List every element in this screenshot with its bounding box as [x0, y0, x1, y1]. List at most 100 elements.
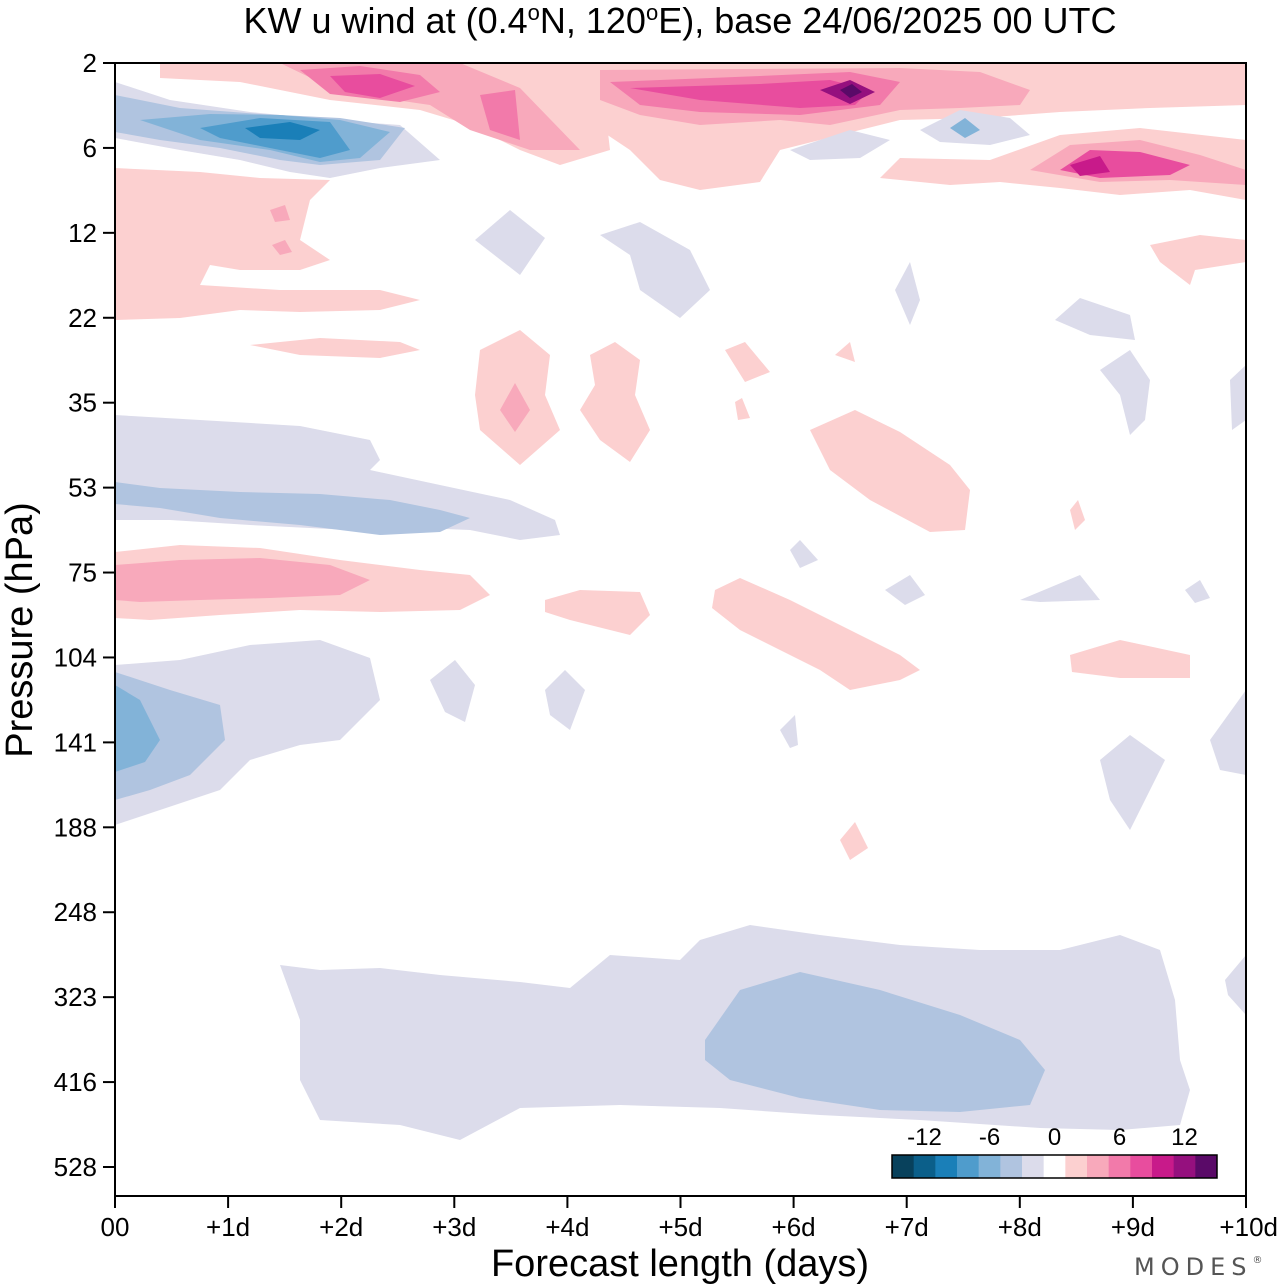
contour-neg-blob-8 [1100, 350, 1150, 435]
contour-neg-blob-10 [475, 210, 545, 275]
colorbar-swatch [1108, 1155, 1131, 1178]
title-degree-2: o [646, 0, 658, 25]
contour-pos-blob-188 [840, 822, 868, 860]
colorbar-swatch [1130, 1155, 1153, 1178]
contour-neg-blob-6 [1225, 955, 1246, 1015]
contour-pos-mid-3b [835, 342, 855, 362]
contour-pos-left-3 [272, 240, 292, 255]
x-tick-label: +3d [432, 1212, 476, 1242]
contour-neg-top-right-2 [950, 118, 980, 138]
y-tick-label: 35 [68, 388, 97, 418]
y-tick-label: 188 [54, 812, 97, 842]
contour-pos-75-2 [115, 558, 370, 602]
colorbar-swatch [1043, 1155, 1066, 1178]
x-tick-label: +4d [545, 1212, 589, 1242]
title-degree-1: o [528, 0, 540, 25]
colorbar-swatch [1087, 1155, 1110, 1178]
y-tick-label: 75 [68, 558, 97, 588]
contour-pos-mid-3c [735, 398, 750, 420]
colorbar-swatch [1152, 1155, 1175, 1178]
y-tick-label: 248 [54, 897, 97, 927]
y-tick-label: 104 [54, 642, 97, 672]
y-tick-label: 2 [83, 48, 97, 78]
contour-pos-mid-8 [1070, 640, 1190, 678]
colorbar-swatch [957, 1155, 980, 1178]
y-tick-label: 22 [68, 303, 97, 333]
contour-neg-blob-3 [780, 715, 798, 748]
contour-pos-upper-4 [330, 74, 415, 98]
contour-pos-mid-4 [810, 410, 970, 532]
contour-pos-mid-7 [712, 578, 920, 690]
contour-neg-low-left-1 [115, 640, 380, 825]
colorbar-tick-label: -6 [979, 1124, 1000, 1151]
colorbar-swatch [1065, 1155, 1088, 1178]
contour-neg-blob-11 [600, 222, 710, 318]
contour-neg-blob-4 [1100, 735, 1165, 830]
colorbar-swatch [1022, 1155, 1045, 1178]
title-suffix: E), base 24/06/2025 00 UTC [658, 0, 1116, 41]
colorbar: -12 -6 0 6 12 [891, 1124, 1218, 1179]
x-tick-label: +9d [1111, 1212, 1155, 1242]
chart-title: KW u wind at (0.4oN, 120oE), base 24/06/… [244, 0, 1117, 41]
contour-pos-mid-5 [1070, 500, 1085, 530]
x-tick-label: +6d [772, 1212, 816, 1242]
x-axis: 00 +1d +2d +3d +4d +5d +6d +7d +8d +9d +10d [101, 1196, 1278, 1242]
colorbar-swatch [935, 1155, 958, 1178]
x-tick-label: +10d [1219, 1212, 1278, 1242]
colorbar-swatch [1195, 1155, 1218, 1178]
contour-neg-small-4 [1185, 580, 1210, 603]
x-tick-label: 00 [101, 1212, 130, 1242]
contour-neg-low-left-2 [115, 672, 225, 800]
contour-neg-blob-5 [1210, 690, 1246, 775]
y-tick-label: 528 [54, 1152, 97, 1182]
y-tick-label: 12 [68, 218, 97, 248]
title-mid: N, 120 [540, 0, 646, 41]
y-axis-label: Pressure (hPa) [0, 502, 41, 758]
y-tick-label: 6 [83, 133, 97, 163]
y-axis: 2 6 12 22 35 53 75 104 141 188 248 323 416 528 [54, 48, 115, 1182]
y-tick-label: 141 [54, 727, 97, 757]
y-tick-label: 323 [54, 982, 97, 1012]
contour-pos-mid-3 [725, 342, 770, 382]
contour-field [115, 63, 1246, 1140]
brand-mark: ® [1252, 1255, 1268, 1266]
colorbar-swatch [892, 1155, 915, 1178]
contour-neg-upper-5 [245, 122, 320, 140]
colorbar-swatch [913, 1155, 936, 1178]
x-tick-label: +8d [998, 1212, 1042, 1242]
y-tick-label: 53 [68, 473, 97, 503]
contour-neg-blob-12 [895, 262, 920, 325]
contour-neg-mid-2 [115, 482, 470, 535]
colorbar-tick-label: 0 [1048, 1124, 1061, 1151]
colorbar-swatch [1173, 1155, 1196, 1178]
contour-pos-upper-9b [840, 84, 862, 98]
contour-neg-blob-1 [430, 660, 475, 722]
contour-pos-mid-1b [500, 383, 530, 432]
contour-neg-blob-9 [1230, 365, 1246, 430]
y-tick-label: 416 [54, 1067, 97, 1097]
contour-neg-blob-7 [1055, 298, 1135, 340]
title-prefix: KW u wind at (0.4 [244, 0, 528, 41]
colorbar-swatch [1000, 1155, 1023, 1178]
x-axis-label: Forecast length (days) [491, 1243, 869, 1285]
contour-pos-right-4 [1070, 156, 1110, 176]
colorbar-swatch [978, 1155, 1001, 1178]
contour-pos-28 [250, 338, 420, 358]
contour-neg-blob-2 [545, 670, 585, 730]
contour-pos-upper-3b [480, 90, 520, 140]
contour-neg-small-1 [790, 540, 818, 568]
contour-neg-small-3 [1020, 575, 1100, 602]
x-tick-label: +2d [319, 1212, 363, 1242]
contour-pos-blob-14hpa [1150, 235, 1246, 285]
colorbar-frame [891, 1154, 1218, 1179]
x-tick-label: +7d [885, 1212, 929, 1242]
contour-neg-trop-2 [705, 972, 1045, 1112]
contour-neg-low-left-3 [115, 685, 160, 772]
contour-pos-left-1 [115, 168, 420, 320]
x-tick-label: +1d [206, 1212, 250, 1242]
contour-pos-mid-2 [580, 342, 650, 462]
colorbar-tick-label: 6 [1113, 1124, 1126, 1151]
x-tick-label: +5d [658, 1212, 702, 1242]
colorbar-tick-label: 12 [1171, 1124, 1198, 1151]
